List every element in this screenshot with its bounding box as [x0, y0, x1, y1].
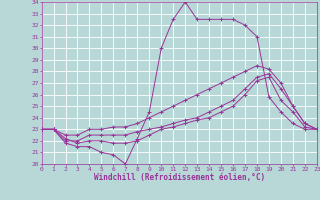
X-axis label: Windchill (Refroidissement éolien,°C): Windchill (Refroidissement éolien,°C): [94, 173, 265, 182]
